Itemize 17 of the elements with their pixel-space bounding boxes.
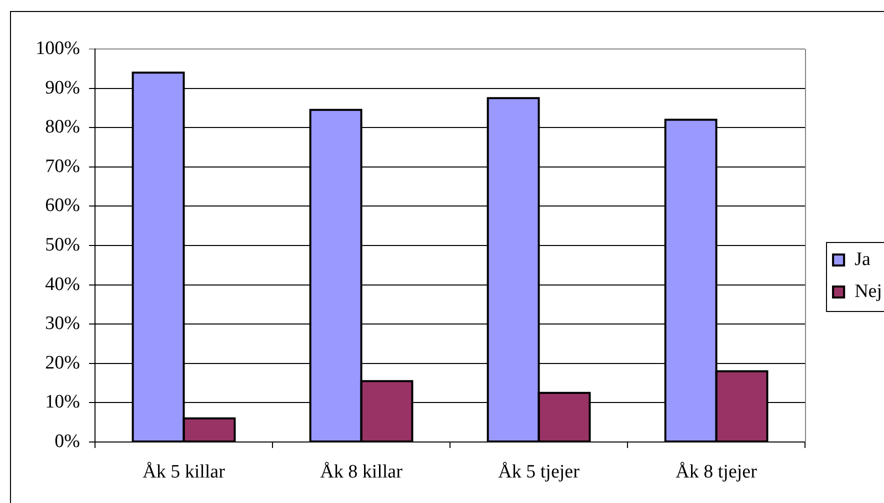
y-tick-label: 100% bbox=[36, 38, 80, 59]
y-tick-label: 40% bbox=[45, 274, 80, 295]
legend-label: Nej bbox=[854, 280, 882, 302]
y-tick-label: 90% bbox=[45, 77, 80, 98]
x-tick-label: Åk 5 killar bbox=[142, 461, 226, 482]
y-tick-label: 70% bbox=[45, 156, 80, 177]
y-tick-label: 30% bbox=[45, 313, 80, 334]
y-tick-label: 20% bbox=[45, 352, 80, 374]
legend-label: Ja bbox=[854, 248, 871, 270]
x-tick-label: Åk 8 tjejer bbox=[676, 461, 758, 482]
y-tick-label: 50% bbox=[45, 234, 80, 256]
x-tick-label: Åk 5 tjejer bbox=[498, 461, 580, 482]
x-tick-label: Åk 8 killar bbox=[320, 461, 404, 482]
y-tick-label: 10% bbox=[45, 392, 80, 413]
y-tick-label: 80% bbox=[45, 116, 80, 138]
y-tick-label: 60% bbox=[45, 195, 80, 216]
y-tick-label: 0% bbox=[54, 430, 80, 452]
